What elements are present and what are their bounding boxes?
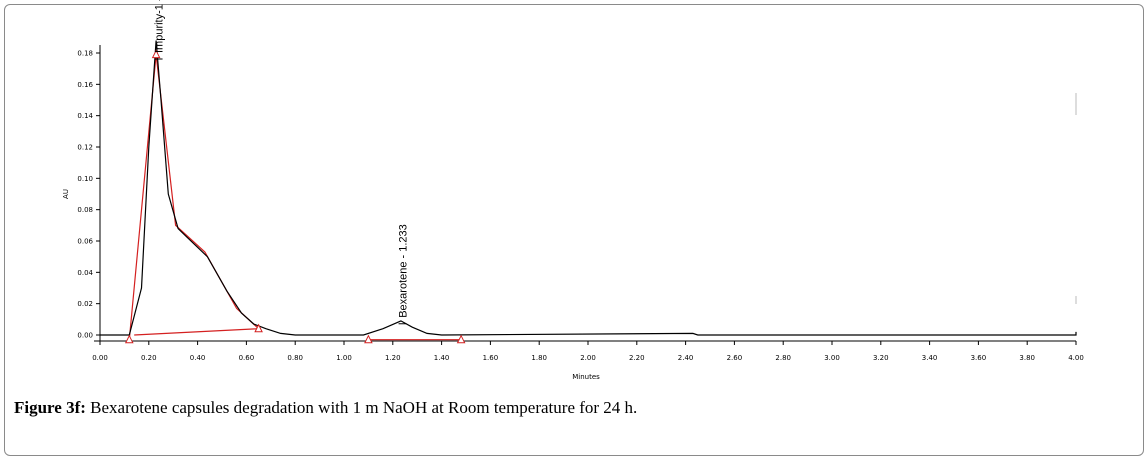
y-tick-label: 0.10 <box>77 175 93 183</box>
y-tick-label: 0.04 <box>77 269 93 277</box>
x-tick-label: 0.80 <box>287 354 303 362</box>
x-tick-label: 3.40 <box>922 354 938 362</box>
chromatogram-chart: 0.00 0.02 0.04 0.06 0.08 0.10 0.12 0.14 0.16 0.18… <box>62 0 1084 381</box>
x-tick-label: 0.20 <box>141 354 157 362</box>
peak-label: Impurity-1 - 0.223 <box>154 0 166 53</box>
x-tick-label: 2.00 <box>580 354 596 362</box>
y-tick-label: 0.18 <box>77 50 93 58</box>
y-tick-label: 0.06 <box>77 238 93 246</box>
x-tick-label: 0.00 <box>92 354 108 362</box>
x-axis-title: Minutes <box>572 373 600 381</box>
x-tick-label: 1.80 <box>531 354 547 362</box>
caption-text: Bexarotene capsules degradation with 1 m… <box>85 398 638 417</box>
chart-axes: 0.00 0.02 0.04 0.06 0.08 0.10 0.12 0.14 0.16 0.18… <box>62 45 1084 381</box>
y-tick-label: 0.16 <box>77 81 93 89</box>
peak-marker <box>364 334 373 344</box>
y-axis-title: AU <box>62 189 70 199</box>
x-tick-label: 1.20 <box>385 354 401 362</box>
trace-layer <box>100 40 1077 336</box>
x-tick-label: 3.20 <box>873 354 889 362</box>
x-tick-label: 2.40 <box>678 354 694 362</box>
y-tick-label: 0.08 <box>77 206 93 214</box>
x-tick-label: 1.40 <box>434 354 450 362</box>
chromatogram-trace <box>100 40 1077 336</box>
y-tick-label: 0.14 <box>77 112 93 120</box>
figure-caption: Figure 3f: Bexarotene capsules degradati… <box>14 398 1114 418</box>
x-tick-label: 2.80 <box>775 354 791 362</box>
integration-layer <box>128 54 462 341</box>
peak-label: Bexarotene - 1.233 <box>398 224 410 318</box>
x-tick-label: 2.20 <box>629 354 645 362</box>
x-tick-label: 0.40 <box>190 354 206 362</box>
y-tick-label: 0.00 <box>77 332 93 340</box>
x-tick-label: 1.60 <box>483 354 499 362</box>
peak-marker <box>124 334 134 344</box>
integration-line <box>128 54 261 340</box>
x-tick-label: 2.60 <box>727 354 743 362</box>
y-tick-label: 0.12 <box>77 144 93 152</box>
figure-frame <box>4 4 1144 456</box>
peak-marker <box>151 49 161 59</box>
y-tick-label: 0.02 <box>77 300 93 308</box>
x-tick-label: 0.60 <box>239 354 255 362</box>
marker-layer <box>124 49 466 344</box>
x-tick-label: 3.80 <box>1019 354 1035 362</box>
peak-marker <box>254 323 263 333</box>
caption-label: Figure 3f: <box>14 398 86 417</box>
x-tick-label: 1.00 <box>336 354 352 362</box>
x-tick-label: 3.00 <box>824 354 840 362</box>
peak-label-layer: Impurity-1 - 0.223 Bexarotene - 1.233 <box>154 0 410 325</box>
x-tick-label: 3.60 <box>971 354 987 362</box>
peak-marker <box>456 334 466 344</box>
x-tick-label: 4.00 <box>1068 354 1084 362</box>
